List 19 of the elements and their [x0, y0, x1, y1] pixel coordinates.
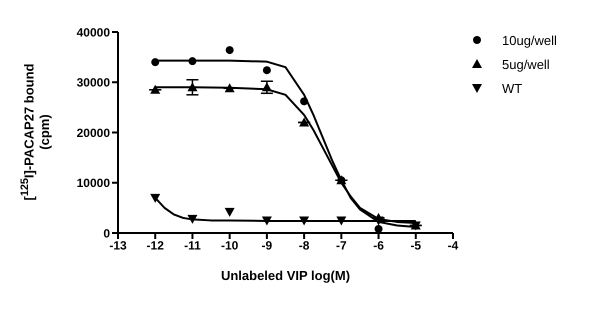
- y-tick-label: 0: [103, 226, 110, 240]
- y-tick-label: 20000: [76, 126, 110, 140]
- x-tick-label: -10: [220, 238, 239, 253]
- y-tick-label: 10000: [76, 176, 110, 190]
- x-tick-label: -4: [448, 238, 459, 253]
- legend-label: 5ug/well: [502, 56, 550, 72]
- x-tick-label: -6: [373, 238, 384, 253]
- legend-label: WT: [502, 80, 522, 96]
- legend-label: 10ug/well: [502, 32, 557, 48]
- y-tick-label: 40000: [76, 25, 110, 40]
- x-tick-label: -11: [184, 238, 202, 253]
- x-tick-label: -7: [336, 238, 347, 253]
- y-tick-label: 30000: [76, 76, 110, 90]
- x-tick-label: -8: [298, 238, 310, 253]
- x-tick-label: -13: [109, 238, 127, 253]
- x-tick-label: -5: [410, 238, 422, 253]
- x-tick-label: -12: [146, 238, 164, 253]
- x-axis-title: Unlabeled VIP log(M): [220, 268, 350, 283]
- x-tick-label: -9: [262, 238, 273, 253]
